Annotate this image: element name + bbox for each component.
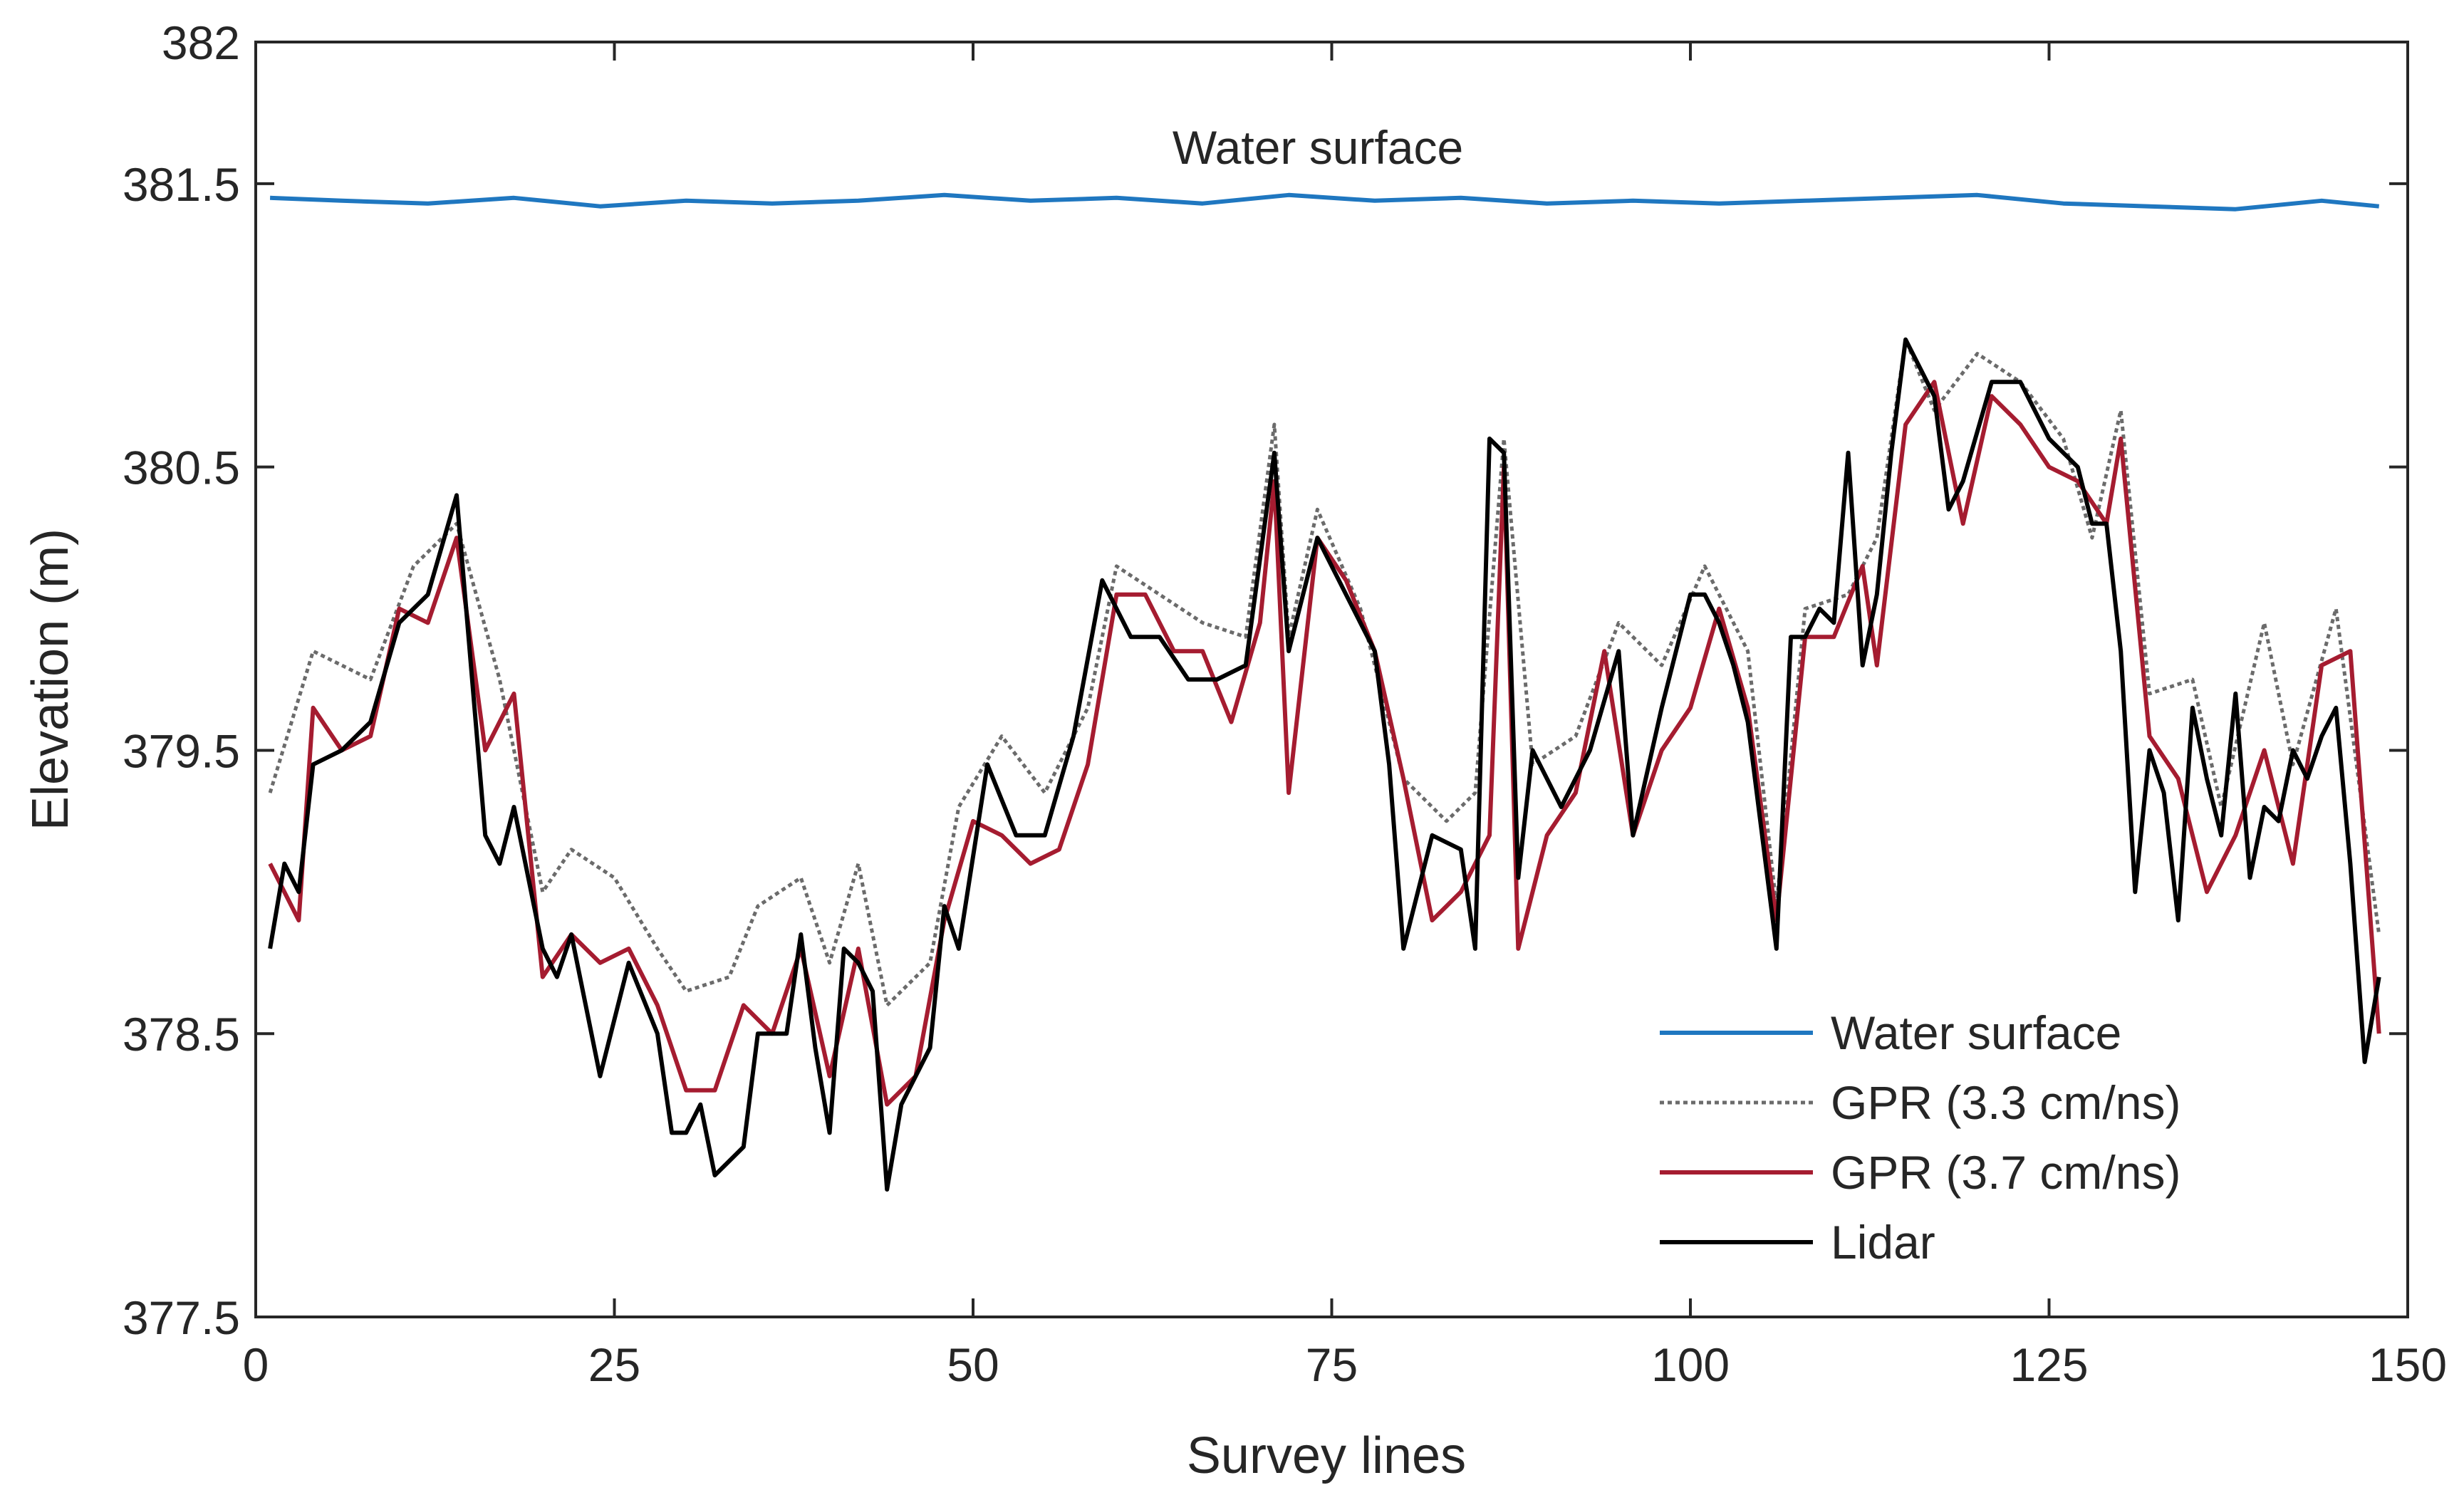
x-tick-label: 150 [2369, 1338, 2447, 1391]
y-tick-label: 380.5 [123, 442, 240, 494]
x-tick-label: 25 [588, 1338, 640, 1391]
x-tick-label: 50 [947, 1338, 999, 1391]
legend-label-lidar: Lidar [1831, 1216, 1935, 1269]
series-layer [268, 192, 2381, 1192]
x-tick-label: 125 [2010, 1338, 2088, 1391]
x-tick-label: 0 [243, 1338, 269, 1391]
tick-layer: 0 25 50 75 100 125 150 377.5 378.5 379.5 380.5 381.… [123, 16, 2447, 1391]
legend: Water surface GPR (3.3 cm/ns) GPR (3.7 cm/… [1631, 990, 2272, 1275]
legend-items: Water surface GPR (3.3 cm/ns) GPR (3.7 cm/… [1660, 1006, 2180, 1269]
y-axis-label: Elevation (m) [22, 528, 79, 830]
water-surface-annotation: Water surface [1173, 121, 1463, 174]
y-tick-label: 382 [162, 16, 240, 69]
series-line-water-surface [269, 192, 2379, 212]
y-tick-label: 377.5 [123, 1291, 240, 1344]
y-tick-label: 378.5 [123, 1008, 240, 1061]
series-line-lidar [268, 337, 2381, 1192]
x-axis-label: Survey lines [1187, 1427, 1466, 1484]
series-line-gpr-3-7-cm-ns [268, 380, 2381, 1107]
legend-box [1631, 990, 2272, 1275]
legend-label-gpr-3-7-cm-ns: GPR (3.7 cm/ns) [1831, 1146, 2180, 1199]
y-tick-label: 381.5 [123, 158, 240, 211]
y-tick-label: 379.5 [123, 724, 240, 777]
legend-label-water-surface: Water surface [1831, 1006, 2121, 1059]
x-tick-label: 75 [1306, 1338, 1358, 1391]
x-tick-label: 100 [1651, 1338, 1730, 1391]
legend-label-gpr-3-3-cm-ns: GPR (3.3 cm/ns) [1831, 1076, 2180, 1129]
series-line-gpr-3-3-cm-ns [268, 338, 2381, 1007]
